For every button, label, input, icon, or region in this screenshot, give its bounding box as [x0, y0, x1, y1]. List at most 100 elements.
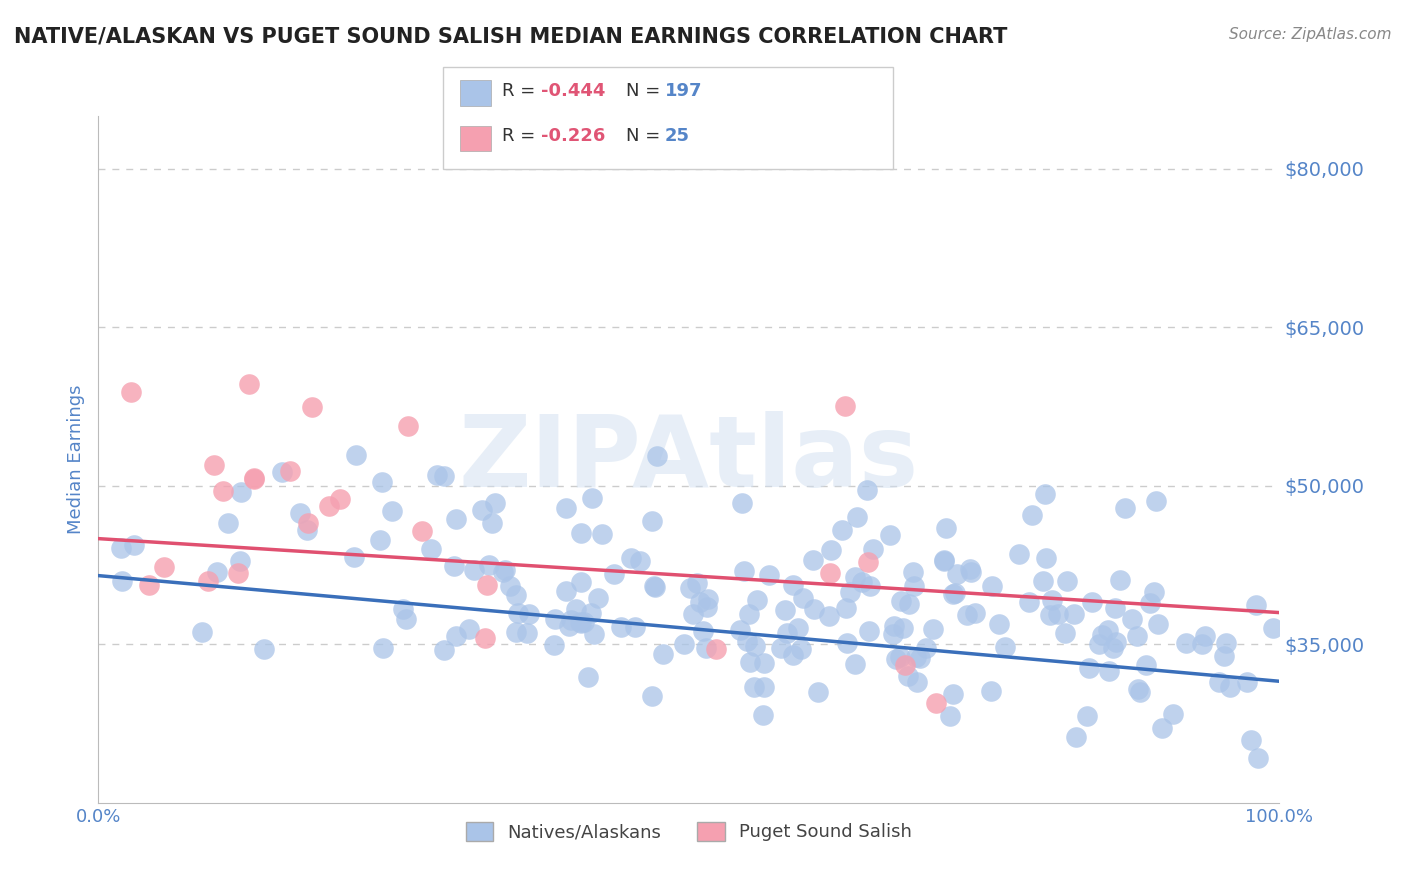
Point [1126, 681, 1149, 696]
Point [758, 568, 780, 582]
Point [844, 657, 866, 671]
Point [839, 585, 862, 599]
Point [818, 608, 841, 623]
Point [640, 514, 662, 528]
Point [1263, 621, 1285, 635]
Point [752, 656, 775, 670]
Point [935, 521, 957, 535]
Point [555, 501, 578, 516]
Text: ZIPAtlas: ZIPAtlas [458, 411, 920, 508]
Point [1056, 574, 1078, 588]
Point [792, 591, 814, 606]
Text: N =: N = [626, 128, 665, 145]
Point [122, 538, 145, 552]
Point [745, 592, 768, 607]
Point [942, 587, 965, 601]
Point [776, 626, 799, 640]
Point [411, 524, 433, 539]
Point [1105, 634, 1128, 648]
Point [343, 550, 366, 565]
Point [576, 670, 599, 684]
Point [1161, 706, 1184, 721]
Point [738, 607, 761, 622]
Point [1088, 637, 1111, 651]
Point [858, 624, 880, 639]
Point [229, 554, 252, 568]
Point [471, 503, 494, 517]
Point [672, 637, 695, 651]
Point [443, 559, 465, 574]
Point [1035, 551, 1057, 566]
Point [569, 575, 592, 590]
Point [905, 674, 928, 689]
Point [555, 584, 578, 599]
Text: -0.226: -0.226 [541, 128, 606, 145]
Point [288, 506, 311, 520]
Point [565, 602, 588, 616]
Point [544, 612, 567, 626]
Point [1135, 658, 1157, 673]
Point [238, 376, 260, 391]
Point [1033, 487, 1056, 501]
Point [1047, 607, 1070, 622]
Point [775, 603, 797, 617]
Point [891, 621, 914, 635]
Point [782, 648, 804, 662]
Point [893, 657, 915, 672]
Point [463, 563, 485, 577]
Point [243, 472, 266, 486]
Point [253, 641, 276, 656]
Point [740, 655, 762, 669]
Point [960, 566, 983, 580]
Point [679, 581, 702, 595]
Point [243, 471, 266, 485]
Point [371, 641, 394, 656]
Point [1247, 751, 1270, 765]
Point [1143, 584, 1166, 599]
Point [1063, 607, 1085, 621]
Point [835, 600, 858, 615]
Point [579, 607, 602, 621]
Point [569, 615, 592, 629]
Point [433, 469, 456, 483]
Point [1018, 595, 1040, 609]
Point [591, 527, 613, 541]
Point [1219, 681, 1241, 695]
Point [212, 483, 235, 498]
Point [498, 579, 520, 593]
Point [851, 575, 873, 590]
Point [904, 650, 927, 665]
Point [581, 491, 603, 506]
Point [835, 636, 858, 650]
Point [1097, 624, 1119, 638]
Point [898, 597, 921, 611]
Point [505, 625, 527, 640]
Point [844, 570, 866, 584]
Point [1040, 593, 1063, 607]
Point [946, 567, 969, 582]
Point [1108, 574, 1130, 588]
Point [820, 542, 842, 557]
Point [782, 577, 804, 591]
Point [610, 620, 633, 634]
Point [1147, 616, 1170, 631]
Point [111, 574, 134, 589]
Point [110, 541, 132, 555]
Point [560, 613, 582, 627]
Point [925, 696, 948, 710]
Point [391, 602, 413, 616]
Point [897, 669, 920, 683]
Text: 197: 197 [665, 82, 703, 100]
Point [704, 641, 727, 656]
Point [934, 554, 956, 568]
Point [371, 475, 394, 489]
Point [834, 400, 856, 414]
Point [908, 651, 931, 665]
Point [1032, 574, 1054, 589]
Text: NATIVE/ALASKAN VS PUGET SOUND SALISH MEDIAN EARNINGS CORRELATION CHART: NATIVE/ALASKAN VS PUGET SOUND SALISH MED… [14, 27, 1008, 46]
Point [191, 624, 214, 639]
Point [731, 496, 754, 510]
Point [297, 516, 319, 530]
Point [484, 496, 506, 510]
Point [879, 528, 901, 542]
